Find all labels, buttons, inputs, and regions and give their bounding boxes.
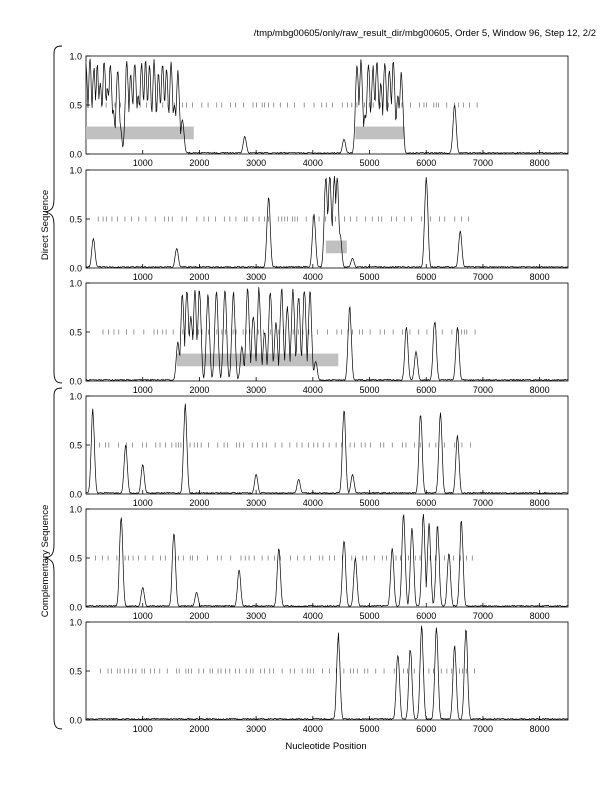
x-tick-label: 1000: [133, 158, 153, 168]
x-tick-label: 7000: [473, 272, 493, 282]
coding-region-bar: [176, 353, 339, 367]
x-tick-label: 4000: [303, 158, 323, 168]
x-tick-label: 8000: [530, 158, 550, 168]
figure-title: /tmp/mbg00605/only/raw_result_dir/mbg006…: [254, 28, 596, 39]
x-tick-label: 1000: [133, 272, 153, 282]
x-tick-label: 3000: [246, 272, 266, 282]
panel-4: 0.0 0.5 1.0 1000 2000 3000 4000 5000 6000 7000 800…: [69, 392, 569, 508]
coding-region-bar: [355, 126, 405, 140]
x-tick-label: 6000: [416, 385, 436, 395]
coding-region-bar: [86, 126, 194, 140]
panel-3: 0.0 0.5 1.0 1000 2000 3000 4000 5000 6000 7000 800…: [69, 279, 569, 395]
y-tick-label: 1.0: [69, 505, 82, 515]
x-tick-label: 4000: [303, 498, 323, 508]
panel-6: 0.0 0.5 1.0 1000 2000 3000 4000 5000 6000 7000 800…: [69, 618, 569, 734]
x-axis-label: Nucleotide Position: [285, 741, 366, 752]
x-tick-label: 8000: [530, 272, 550, 282]
x-tick-label: 7000: [473, 498, 493, 508]
stop-codon-ticks: [101, 102, 478, 108]
x-tick-label: 3000: [246, 158, 266, 168]
x-tick-label: 6000: [416, 611, 436, 621]
complementary-bracket: [44, 387, 63, 730]
x-tick-label: 8000: [530, 724, 550, 734]
x-tick-label: 5000: [360, 724, 380, 734]
y-tick-label: 0.0: [69, 264, 82, 274]
x-tick-label: 5000: [360, 272, 380, 282]
probability-line: [85, 403, 569, 495]
complementary-sequence-label: Complementary Sequence: [40, 505, 51, 617]
panels: 0.0 0.5 1.0 1000 2000 3000 4000 5000 6000 7000 800…: [69, 52, 569, 734]
x-tick-label: 6000: [416, 158, 436, 168]
y-tick-label: 0.5: [69, 328, 82, 338]
x-tick-label: 2000: [189, 272, 209, 282]
y-tick-label: 0.0: [69, 603, 82, 613]
panel-1: 0.0 0.5 1.0 1000 2000 3000 4000 5000 6000 7000 800…: [69, 52, 569, 168]
x-tick-label: 3000: [246, 611, 266, 621]
panel-frame: [85, 395, 569, 495]
x-tick-label: 3000: [246, 498, 266, 508]
probability-line: [85, 287, 568, 382]
x-tick-label: 5000: [360, 385, 380, 395]
panel-5: 0.0 0.5 1.0 1000 2000 3000 4000 5000 6000 7000 800…: [69, 505, 569, 621]
x-tick-label: 1000: [133, 611, 153, 621]
x-tick-label: 6000: [416, 724, 436, 734]
x-tick-label: 2000: [189, 158, 209, 168]
probability-line: [85, 175, 568, 269]
probability-line: [85, 58, 568, 155]
y-tick-label: 0.5: [69, 441, 82, 451]
x-tick-label: 6000: [416, 272, 436, 282]
x-tick-label: 8000: [530, 611, 550, 621]
x-tick-label: 5000: [360, 498, 380, 508]
y-tick-label: 1.0: [69, 618, 82, 628]
y-tick-label: 1.0: [69, 166, 82, 176]
x-tick-label: 5000: [360, 611, 380, 621]
direct-bracket: [44, 45, 63, 384]
stop-codon-ticks: [97, 216, 469, 222]
y-tick-label: 0.0: [69, 716, 82, 726]
y-tick-label: 0.5: [69, 215, 82, 225]
y-tick-label: 0.0: [69, 377, 82, 387]
x-tick-label: 8000: [530, 498, 550, 508]
y-tick-label: 0.0: [69, 490, 82, 500]
panel-2: 0.0 0.5 1.0 1000 2000 3000 4000 5000 6000 7000 800…: [69, 166, 569, 282]
x-tick-label: 8000: [530, 385, 550, 395]
x-tick-label: 2000: [189, 385, 209, 395]
y-tick-label: 0.5: [69, 101, 82, 111]
x-tick-label: 2000: [189, 611, 209, 621]
coding-region-bar: [325, 240, 347, 254]
x-tick-label: 4000: [303, 272, 323, 282]
x-tick-label: 2000: [189, 724, 209, 734]
stop-codon-ticks: [100, 668, 475, 674]
stop-codon-ticks: [95, 555, 473, 561]
probability-line: [85, 625, 569, 721]
x-tick-label: 7000: [473, 158, 493, 168]
y-tick-label: 1.0: [69, 279, 82, 289]
x-tick-label: 1000: [133, 498, 153, 508]
x-tick-label: 4000: [303, 385, 323, 395]
x-tick-label: 1000: [133, 385, 153, 395]
y-tick-label: 0.5: [69, 667, 82, 677]
y-tick-label: 1.0: [69, 392, 82, 402]
x-tick-label: 4000: [303, 724, 323, 734]
y-tick-label: 0.0: [69, 150, 82, 160]
x-tick-label: 3000: [246, 385, 266, 395]
x-tick-label: 6000: [416, 498, 436, 508]
x-tick-label: 1000: [133, 724, 153, 734]
panel-frame: [85, 508, 569, 608]
x-tick-label: 3000: [246, 724, 266, 734]
y-tick-label: 1.0: [69, 52, 82, 62]
x-tick-label: 7000: [473, 611, 493, 621]
x-tick-label: 7000: [473, 724, 493, 734]
y-tick-label: 0.5: [69, 554, 82, 564]
direct-sequence-label: Direct Sequence: [40, 190, 51, 260]
x-tick-label: 2000: [189, 498, 209, 508]
x-tick-label: 5000: [360, 158, 380, 168]
x-tick-label: 4000: [303, 611, 323, 621]
probability-line: [85, 513, 568, 608]
x-tick-label: 7000: [473, 385, 493, 395]
panel-frame: [85, 621, 569, 721]
stop-codon-ticks: [99, 442, 471, 448]
